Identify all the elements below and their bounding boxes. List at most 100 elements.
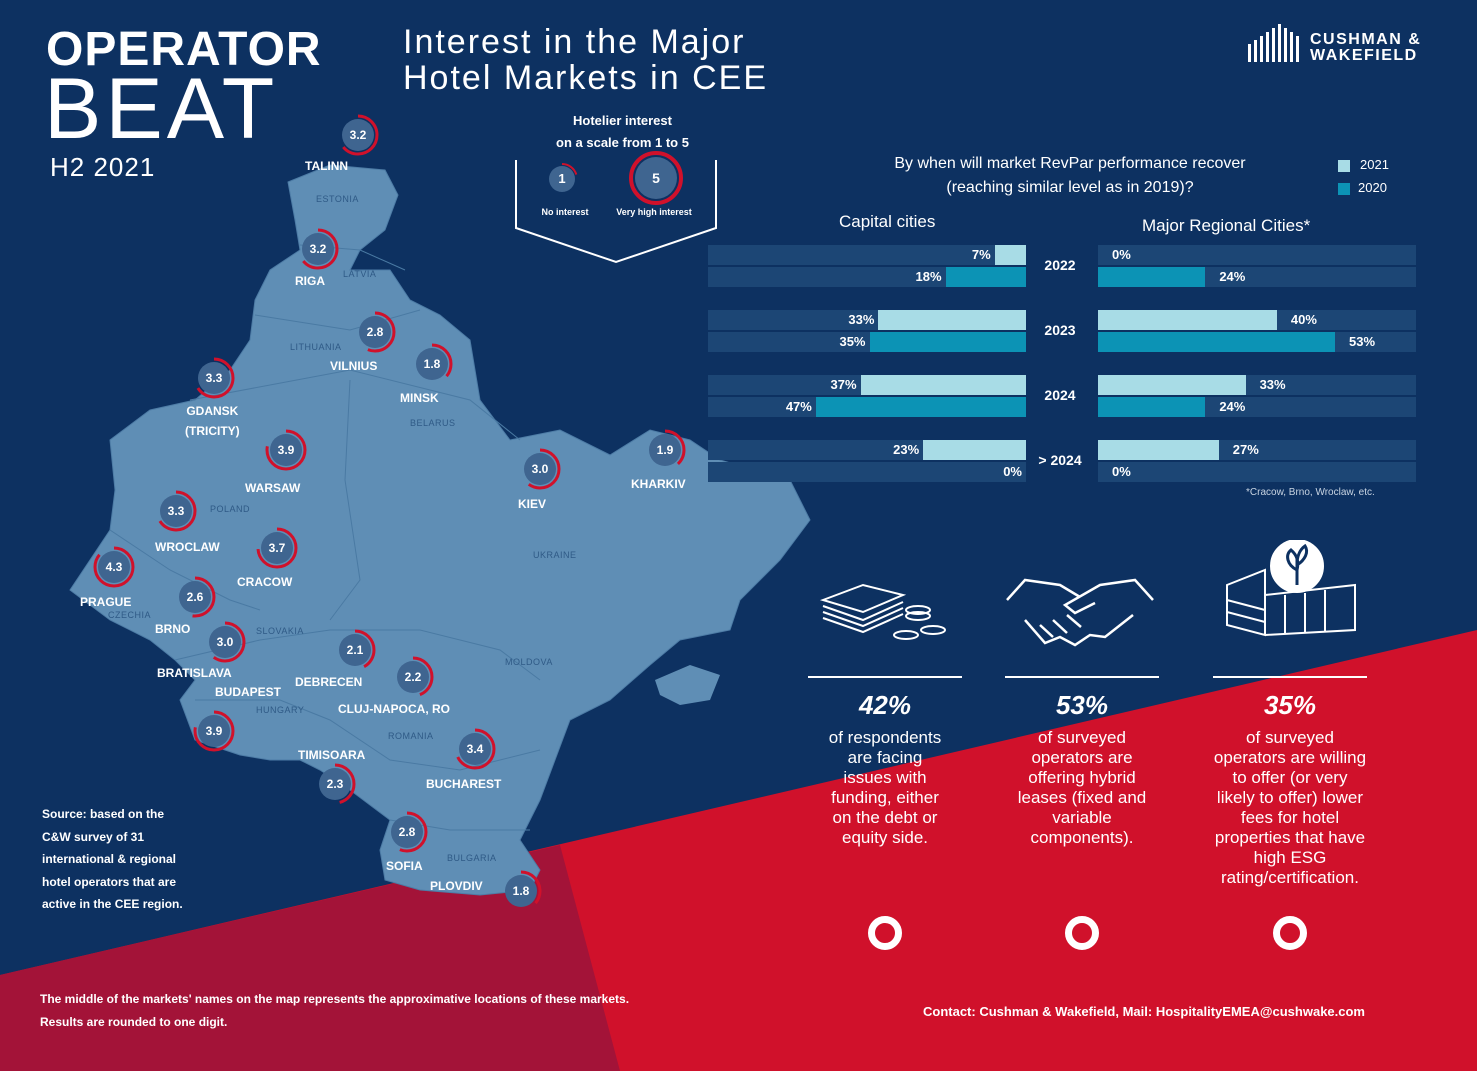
marker-value: 3.0: [531, 462, 549, 476]
marker-value: 3.3: [167, 504, 185, 518]
marker-value: 2.8: [398, 825, 416, 839]
city-label: DEBRECEN: [295, 675, 363, 689]
bar-track: 7%: [708, 245, 1026, 265]
interest-ring-icon: [500, 870, 542, 912]
bar-value-label: 7%: [971, 247, 991, 262]
bar-value-label: 33%: [1259, 377, 1286, 392]
scale-legend-title: Hotelier interest on a scale from 1 to 5: [556, 113, 689, 150]
interest-ring-icon: [392, 656, 434, 698]
country-label: UKRAINE: [533, 550, 577, 560]
marker-value: 3.0: [216, 635, 234, 649]
city-label: VILNIUS: [330, 359, 378, 373]
marker-value: 3.9: [205, 724, 223, 738]
map-marker: 3.2: [296, 227, 340, 271]
map-marker: 2.8: [385, 810, 429, 854]
bar-regional-2021: [1098, 375, 1246, 395]
marker-value: 1.8: [423, 357, 441, 371]
map-marker: 3.9: [264, 428, 308, 472]
interest-ring-icon: [193, 710, 235, 752]
bar-value-label: 53%: [1349, 334, 1376, 349]
stat-percent: 53%: [1055, 690, 1109, 720]
bar-track: 24%: [1098, 397, 1416, 417]
bar-value-label: 18%: [915, 269, 942, 284]
stat-description: of surveyed operators are offering hybri…: [1017, 728, 1147, 847]
bar-capital-2020: [815, 397, 1026, 417]
marker-value: 2.1: [346, 643, 364, 657]
scale-legend-frame: [515, 160, 717, 264]
country-label: LITHUANIA: [290, 342, 342, 352]
source-note: Source: based on the C&W survey of 31 in…: [42, 807, 183, 912]
bar-capital-2021: [860, 375, 1026, 395]
stat-percent: 42%: [858, 690, 912, 720]
marker-value: 3.3: [205, 371, 223, 385]
city-label: WARSAW: [245, 481, 301, 495]
city-label: MINSK: [400, 391, 439, 405]
map-marker: 2.3: [313, 762, 357, 806]
bar-value-label: 24%: [1219, 399, 1246, 414]
marker-value: 3.9: [277, 443, 295, 457]
handshake-icon: [1006, 578, 1154, 647]
marker-value: 2.3: [326, 777, 344, 791]
bar-track: 0%: [708, 462, 1026, 482]
city-label: BRATISLAVA: [157, 666, 232, 680]
country-label: ROMANIA: [388, 731, 434, 741]
company-logo: CUSHMAN & WAKEFIELD: [1310, 31, 1422, 64]
interest-ring-icon: [297, 228, 339, 270]
crimea-shape: [655, 665, 720, 705]
bar-track: 35%: [708, 332, 1026, 352]
bar-value-label: 0%: [1112, 247, 1131, 262]
country-label: CZECHIA: [108, 610, 152, 620]
bar-capital-2021: [994, 245, 1026, 265]
interest-ring-icon: [386, 811, 428, 853]
interest-ring-icon: [337, 114, 379, 156]
country-label: BELARUS: [410, 418, 456, 428]
year-label: 2023: [1044, 322, 1076, 338]
city-label: RIGA: [295, 274, 325, 288]
bar-capital-2020: [869, 332, 1026, 352]
interest-ring-icon: [411, 343, 453, 385]
bar-value-label: 0%: [1003, 464, 1022, 479]
interest-ring-icon: [256, 527, 298, 569]
bar-regional-2021: [1098, 310, 1277, 330]
map-marker: 3.0: [203, 620, 247, 664]
stat-description: of surveyed operators are willing to off…: [1213, 728, 1367, 887]
interest-ring-icon: [314, 763, 356, 805]
country-label: POLAND: [210, 504, 251, 514]
panel-title-capital: Capital cities: [839, 212, 936, 231]
bar-track: 24%: [1098, 267, 1416, 287]
bar-value-label: 47%: [785, 399, 812, 414]
city-label: BRNO: [155, 622, 191, 636]
ring-icon: [1065, 916, 1099, 950]
city-label: GDANSK (TRICITY): [185, 404, 240, 438]
interest-ring-icon: [204, 621, 246, 663]
city-label: KHARKIV: [631, 477, 686, 491]
marker-value: 3.2: [309, 242, 327, 256]
bar-track: 33%: [1098, 375, 1416, 395]
bar-value-label: 40%: [1290, 312, 1317, 327]
dark-red-band: [0, 845, 620, 1071]
bar-track: 18%: [708, 267, 1026, 287]
bar-track: 23%: [708, 440, 1026, 460]
bar-regional-2021: [1098, 440, 1219, 460]
map-marker: 3.2: [336, 113, 380, 157]
bar-track: 33%: [708, 310, 1026, 330]
marker-value: 2.8: [366, 325, 384, 339]
country-label: BULGARIA: [447, 853, 497, 863]
bar-regional-2020: [1098, 267, 1206, 287]
stat-divider: [1213, 676, 1367, 678]
bar-value-label: 35%: [839, 334, 866, 349]
bar-track: 47%: [708, 397, 1026, 417]
interest-ring-icon: [454, 728, 496, 770]
country-label: SLOVAKIA: [256, 626, 304, 636]
scale-low-circle-icon: [546, 163, 578, 195]
city-label: CLUJ-NAPOCA, RO: [338, 702, 451, 716]
map-marker: 2.8: [353, 310, 397, 354]
green-building-icon: [1226, 540, 1356, 637]
stat-description: of respondents are facing issues with fu…: [828, 728, 942, 847]
year-label: 2024: [1044, 387, 1076, 403]
stat-divider: [1005, 676, 1159, 678]
map-marker: 2.2: [391, 655, 435, 699]
main-title: Interest in the Major Hotel Markets in C…: [403, 23, 768, 97]
bar-capital-2021: [878, 310, 1026, 330]
